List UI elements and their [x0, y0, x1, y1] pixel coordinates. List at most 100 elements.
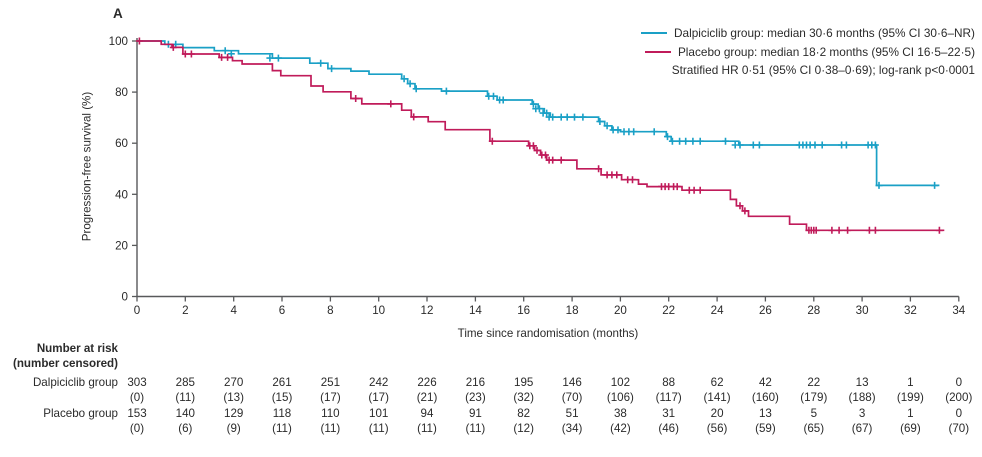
svg-text:60: 60	[115, 137, 128, 150]
risk-cell: (15)	[271, 391, 293, 404]
legend-row-dalpiciclib: Dalpiciclib group: median 30·6 months (9…	[641, 23, 975, 42]
svg-text:30: 30	[856, 304, 869, 317]
risk-cell: (11)	[417, 422, 437, 435]
risk-cell: 5	[810, 407, 818, 420]
risk-row-label-dalpiciclib: Dalpiciclib group	[32, 376, 118, 389]
risk-cell: 51	[565, 407, 579, 420]
risk-cell: 146	[562, 376, 582, 389]
risk-cell: (70)	[561, 391, 583, 404]
risk-cell: (13)	[223, 391, 244, 404]
risk-cell: 0	[955, 407, 963, 420]
risk-cell: (17)	[320, 391, 341, 404]
risk-cell: 1	[907, 407, 914, 420]
svg-text:0: 0	[134, 304, 140, 317]
placebo-line-swatch	[644, 50, 671, 53]
risk-cell: 0	[955, 376, 963, 389]
risk-cell: (70)	[948, 422, 970, 435]
svg-text:16: 16	[517, 304, 530, 317]
legend-label-placebo: Placebo group: median 18·2 months (95% C…	[677, 44, 975, 59]
risk-cell: (0)	[129, 391, 145, 404]
risk-cell: (46)	[658, 422, 679, 435]
risk-cell: 88	[662, 376, 676, 389]
risk-cell: 91	[468, 407, 482, 420]
risk-row-label-placebo: Placebo group	[43, 407, 118, 420]
svg-text:80: 80	[115, 86, 128, 99]
risk-cell: 101	[369, 407, 389, 420]
risk-cell: 102	[610, 376, 631, 389]
risk-cell: 82	[517, 407, 531, 420]
svg-text:2: 2	[182, 304, 188, 317]
risk-cell: (11)	[320, 422, 341, 435]
risk-cell: 261	[272, 376, 292, 389]
risk-cell: (59)	[755, 422, 776, 435]
risk-cell: 129	[224, 407, 244, 420]
risk-cell: (200)	[945, 391, 973, 404]
risk-cell: (11)	[368, 422, 389, 435]
risk-cell: 38	[613, 407, 627, 420]
legend-row-placebo: Placebo group: median 18·2 months (95% C…	[641, 42, 975, 61]
svg-text:10: 10	[372, 304, 385, 317]
risk-cell: 195	[514, 376, 534, 389]
svg-text:0: 0	[122, 291, 128, 304]
risk-cell: (65)	[803, 422, 825, 435]
svg-text:34: 34	[952, 304, 965, 317]
stratified-hr-note: Stratified HR 0·51 (95% CI 0·38–0·69); l…	[671, 63, 975, 77]
risk-cell: (160)	[751, 391, 779, 404]
risk-cell: (11)	[175, 391, 196, 404]
risk-cell: (32)	[513, 391, 534, 404]
risk-cell: (56)	[706, 422, 728, 435]
risk-cell: 226	[417, 376, 437, 389]
risk-cell: (106)	[606, 391, 634, 404]
risk-cell: (69)	[900, 422, 921, 435]
risk-cell: (199)	[896, 391, 924, 404]
risk-cell: 242	[369, 376, 389, 389]
svg-text:12: 12	[421, 304, 434, 317]
risk-cell: 118	[272, 407, 292, 420]
risk-cell: (6)	[178, 422, 193, 435]
svg-text:24: 24	[711, 304, 724, 317]
svg-text:20: 20	[115, 239, 128, 252]
risk-cell: 1	[907, 376, 914, 389]
risk-cell: 285	[175, 376, 195, 389]
svg-text:14: 14	[469, 304, 482, 317]
risk-cell: 140	[175, 407, 195, 420]
legend: Dalpiciclib group: median 30·6 months (9…	[641, 23, 975, 80]
svg-text:22: 22	[662, 304, 675, 317]
risk-table-subtitle: (number censored)	[12, 357, 118, 370]
dalpiciclib-line-swatch	[641, 31, 668, 34]
risk-cell: (42)	[610, 422, 631, 435]
risk-cell: 216	[465, 376, 486, 389]
risk-cell: 251	[320, 376, 341, 389]
risk-cell: 20	[710, 407, 724, 420]
risk-cell: 22	[807, 376, 821, 389]
risk-cell: 94	[420, 407, 434, 420]
svg-text:4: 4	[230, 304, 237, 317]
risk-cell: 110	[321, 407, 340, 420]
risk-cell: 42	[758, 376, 772, 389]
risk-cell: (188)	[848, 391, 876, 404]
risk-cell: 13	[855, 376, 869, 389]
risk-cell: (9)	[226, 422, 241, 435]
risk-cell: 303	[127, 376, 147, 389]
risk-cell: (34)	[561, 422, 583, 435]
risk-cell: 62	[710, 376, 724, 389]
risk-cell: 270	[224, 376, 244, 389]
svg-text:8: 8	[327, 304, 333, 317]
risk-cell: 153	[127, 407, 147, 420]
risk-cell: (11)	[465, 422, 486, 435]
svg-text:26: 26	[759, 304, 772, 317]
risk-cell: 13	[758, 407, 772, 420]
risk-cell: 3	[858, 407, 866, 420]
svg-text:32: 32	[904, 304, 917, 317]
risk-cell: (17)	[368, 391, 389, 404]
risk-cell: (12)	[513, 422, 534, 435]
svg-text:18: 18	[566, 304, 579, 317]
risk-cell: (67)	[851, 422, 873, 435]
svg-text:6: 6	[279, 304, 285, 317]
risk-cell: (179)	[800, 391, 828, 404]
risk-table-title: Number at risk	[36, 342, 118, 355]
x-axis-label: Time since randomisation (months)	[457, 327, 639, 340]
risk-cell: (21)	[416, 391, 438, 404]
